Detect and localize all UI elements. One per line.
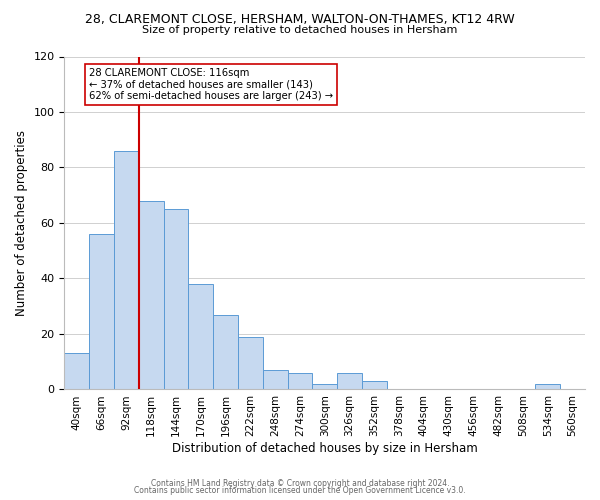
Bar [139,201,164,390]
Text: Size of property relative to detached houses in Hersham: Size of property relative to detached ho… [142,25,458,35]
Text: Contains public sector information licensed under the Open Government Licence v3: Contains public sector information licen… [134,486,466,495]
Bar [164,209,188,390]
Y-axis label: Number of detached properties: Number of detached properties [15,130,28,316]
Text: Contains HM Land Registry data © Crown copyright and database right 2024.: Contains HM Land Registry data © Crown c… [151,478,449,488]
Bar [64,354,89,390]
Text: 28 CLAREMONT CLOSE: 116sqm
← 37% of detached houses are smaller (143)
62% of sem: 28 CLAREMONT CLOSE: 116sqm ← 37% of deta… [89,68,334,101]
Bar [535,384,560,390]
Bar [89,234,114,390]
Bar [287,373,313,390]
Bar [213,314,238,390]
Bar [188,284,213,390]
Bar [114,151,139,390]
Bar [337,373,362,390]
Bar [263,370,287,390]
Bar [238,336,263,390]
X-axis label: Distribution of detached houses by size in Hersham: Distribution of detached houses by size … [172,442,478,455]
Bar [362,381,386,390]
Text: 28, CLAREMONT CLOSE, HERSHAM, WALTON-ON-THAMES, KT12 4RW: 28, CLAREMONT CLOSE, HERSHAM, WALTON-ON-… [85,12,515,26]
Bar [313,384,337,390]
